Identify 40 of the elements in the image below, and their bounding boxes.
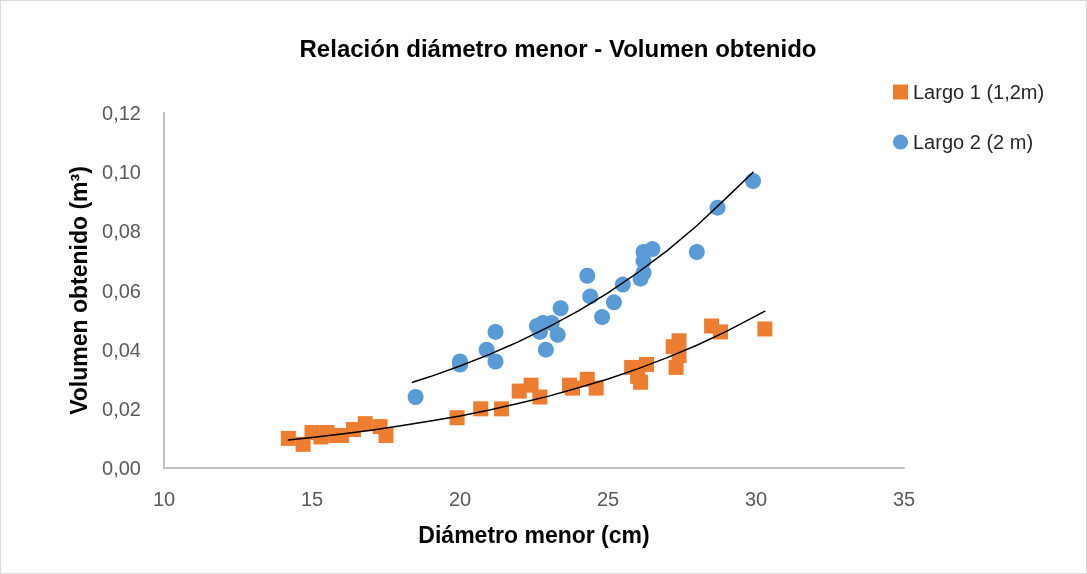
point (688, 244, 705, 261)
point (757, 321, 773, 337)
x-tick-label: 10 (152, 488, 176, 510)
x-tick-label: 30 (744, 488, 768, 510)
point (644, 241, 661, 258)
x-tick-label: 35 (892, 488, 916, 510)
y-tick-label: 0,02 (102, 397, 141, 420)
point (537, 341, 554, 358)
x-tick-label: 15 (300, 488, 324, 510)
y-axis-title: Volumen obtenido (m³) (65, 166, 92, 415)
point (280, 430, 296, 446)
point (588, 380, 604, 396)
y-tick-label: 0,08 (102, 220, 141, 243)
point (552, 300, 569, 317)
point (579, 267, 596, 284)
y-tick-label: 0,12 (102, 102, 141, 124)
point (407, 389, 424, 405)
legend-label: Largo 2 (2 m) (913, 131, 1034, 153)
legend-label: Largo 1 (1,2m) (913, 81, 1045, 103)
point (487, 353, 504, 370)
x-tick-label: 20 (448, 488, 472, 510)
point (745, 173, 762, 190)
x-axis-title: Diámetro menor (cm) (418, 521, 650, 548)
point (357, 416, 373, 432)
point (549, 326, 566, 343)
point (523, 377, 539, 393)
point (487, 323, 504, 340)
point (378, 427, 394, 443)
point (582, 288, 599, 305)
point (668, 359, 684, 375)
x-tick-label: 25 (596, 488, 620, 510)
point (594, 309, 611, 326)
y-tick-label: 0,00 (102, 457, 141, 479)
y-tick-label: 0,06 (102, 279, 141, 302)
y-tick-label: 0,10 (102, 161, 141, 184)
point (633, 374, 649, 390)
y-tick-label: 0,04 (102, 338, 141, 361)
point (671, 333, 687, 349)
point (605, 294, 622, 311)
chart-title: Relación diámetro menor - Volumen obtenido (299, 34, 817, 62)
